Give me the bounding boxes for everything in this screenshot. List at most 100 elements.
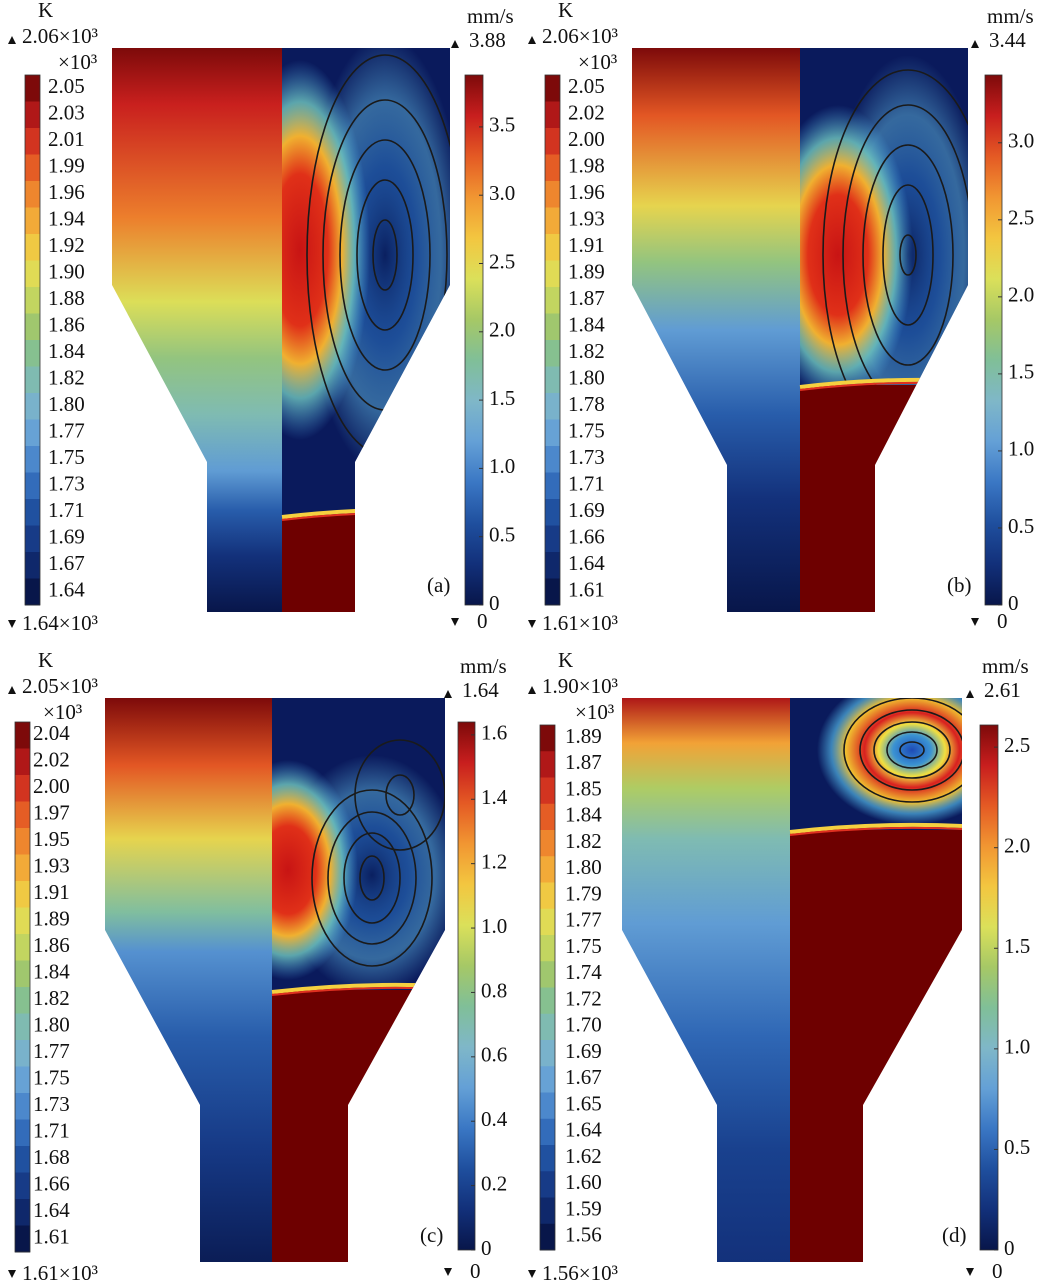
solid-region xyxy=(282,515,450,612)
temperature-tick-label: 2.05 xyxy=(48,74,85,98)
temperature-colorbar-band xyxy=(540,1223,555,1251)
temperature-tick-label: 1.66 xyxy=(33,1172,70,1196)
velocity-max: 3.44 xyxy=(989,28,1026,52)
velocity-min: 0 xyxy=(992,1259,1003,1283)
temperature-colorbar-band xyxy=(25,75,40,102)
temperature-colorbar-band xyxy=(540,830,555,857)
temperature-colorbar-band xyxy=(545,154,560,182)
min-marker xyxy=(966,1268,974,1276)
temperature-tick-label: 1.67 xyxy=(48,551,85,575)
panel-label: (c) xyxy=(420,1223,443,1247)
streamline xyxy=(886,731,938,769)
temperature-colorbar-band xyxy=(545,552,560,579)
temperature-colorbar-band xyxy=(545,101,560,129)
temperature-colorbar-band xyxy=(15,987,30,1014)
temperature-colorbar-band xyxy=(15,1172,30,1200)
temperature-tick-label: 1.84 xyxy=(568,313,605,337)
temperature-tick-label: 1.77 xyxy=(565,908,602,932)
temperature-tick-label: 1.91 xyxy=(33,880,70,904)
velocity-tick-label: 1.4 xyxy=(481,785,508,809)
temperature-colorbar-band xyxy=(25,525,40,553)
temperature-tick-label: 1.71 xyxy=(568,472,605,496)
streamline xyxy=(354,739,445,851)
temperature-colorbar-band xyxy=(540,751,555,778)
temperature-colorbar-band xyxy=(540,1092,555,1120)
temperature-tick-label: 1.66 xyxy=(568,525,605,549)
temperature-colorbar-band xyxy=(25,393,40,420)
temperature-colorbar-band xyxy=(540,856,555,883)
velocity-tick-label: 0.5 xyxy=(1004,1135,1030,1159)
velocity-tick-label: 0 xyxy=(489,591,500,615)
temperature-tick-label: 1.62 xyxy=(565,1144,602,1168)
temperature-colorbar-band xyxy=(15,801,30,829)
temperature-colorbar-band xyxy=(15,828,30,855)
max-marker xyxy=(528,686,536,694)
temperature-colorbar-band xyxy=(540,1066,555,1093)
min-marker xyxy=(8,1270,16,1278)
temperature-tick-label: 1.64 xyxy=(48,578,85,602)
temperature-tick-label: 1.96 xyxy=(48,180,85,204)
temperature-unit: K xyxy=(38,648,53,672)
velocity-min: 0 xyxy=(470,1259,481,1283)
temperature-tick-label: 1.82 xyxy=(48,366,85,390)
temperature-tick-label: 2.05 xyxy=(568,74,605,98)
temperature-colorbar-band xyxy=(15,1199,30,1226)
velocity-tick-label: 0 xyxy=(1008,591,1019,615)
temperature-colorbar-band xyxy=(15,881,30,908)
temperature-tick-label: 1.84 xyxy=(565,803,602,827)
velocity-tick-label: 3.5 xyxy=(489,113,515,137)
streamline xyxy=(899,234,917,276)
temperature-min: 1.61×10³ xyxy=(542,611,618,635)
max-marker xyxy=(528,36,536,44)
temperature-colorbar-band xyxy=(545,525,560,553)
temperature-tick-label: 1.75 xyxy=(568,419,605,443)
streamline xyxy=(356,179,414,331)
temperature-colorbar-band xyxy=(15,960,30,988)
temperature-colorbar-band xyxy=(545,313,560,341)
temperature-tick-label: 1.92 xyxy=(48,233,85,257)
max-marker xyxy=(444,690,452,698)
velocity-field xyxy=(790,698,962,830)
temperature-colorbar-band xyxy=(25,446,40,473)
velocity-tick-label: 0 xyxy=(481,1236,492,1260)
temperature-colorbar-band xyxy=(540,1145,555,1172)
solid-region xyxy=(272,990,445,1262)
temperature-tick-label: 1.74 xyxy=(565,960,602,984)
temperature-colorbar-band xyxy=(15,722,30,749)
temperature-colorbar-band xyxy=(545,578,560,606)
temperature-tick-label: 1.59 xyxy=(565,1196,602,1220)
streamline xyxy=(311,789,433,967)
velocity-tick-label: 1.6 xyxy=(481,721,507,745)
velocity-tick-label: 0 xyxy=(1004,1236,1015,1260)
velocity-unit: mm/s xyxy=(460,654,507,678)
panel: 1.891.871.85 1.841.821.801.79 1.771.751.74… xyxy=(528,648,1030,1284)
streamline xyxy=(899,741,925,759)
temperature-colorbar-band xyxy=(540,987,555,1015)
min-marker xyxy=(528,1270,536,1278)
temperature-tick-label: 1.56 xyxy=(565,1223,602,1247)
velocity-min: 0 xyxy=(997,609,1008,633)
temperature-tick-label: 1.89 xyxy=(565,724,602,748)
velocity-max: 1.64 xyxy=(462,678,499,702)
temperature-unit: K xyxy=(38,0,53,22)
temperature-tick-label: 1.72 xyxy=(565,986,602,1010)
temperature-tick-label: 2.00 xyxy=(568,127,605,151)
temperature-tick-label: 1.69 xyxy=(568,498,605,522)
velocity-tick-label: 0.2 xyxy=(481,1171,507,1195)
velocity-tick-label: 2.0 xyxy=(1004,834,1030,858)
min-marker xyxy=(8,620,16,628)
velocity-tick-label: 1.5 xyxy=(1004,934,1030,958)
temperature-max: 2.06×10³ xyxy=(22,24,98,48)
temperature-colorbar-band xyxy=(15,854,30,882)
streamline xyxy=(822,69,968,385)
velocity-tick-label: 2.5 xyxy=(1008,206,1034,230)
temperature-colorbar-band xyxy=(545,234,560,261)
min-marker xyxy=(528,620,536,628)
temperature-tick-label: 1.84 xyxy=(48,339,85,363)
temperature-colorbar-band xyxy=(540,777,555,805)
min-marker xyxy=(444,1268,452,1276)
temperature-tick-label: 1.69 xyxy=(565,1039,602,1063)
streamline xyxy=(882,184,934,326)
temperature-tick-label: 1.80 xyxy=(33,1013,70,1037)
velocity-colorbar xyxy=(464,74,484,606)
